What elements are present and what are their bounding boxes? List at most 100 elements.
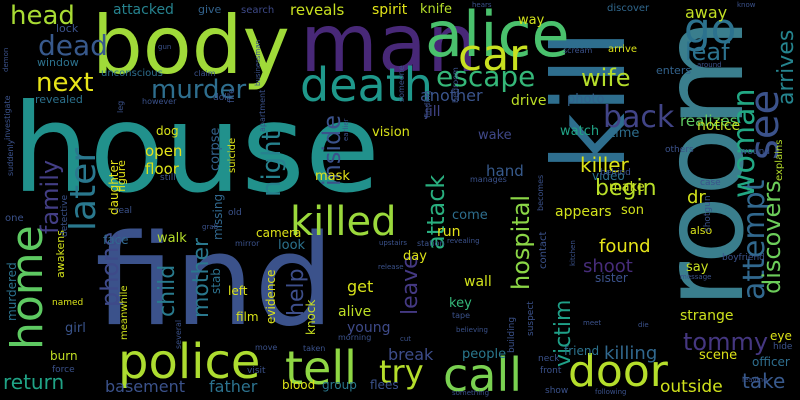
word-back: back [603,100,675,135]
word-explains: explains [774,139,785,181]
word-scene: scene [699,348,738,363]
word-mask: mask [315,169,350,184]
word-die: die [638,321,649,329]
word-behind: behind [600,168,631,178]
word-another: another [420,86,483,105]
word-still: still [160,173,176,183]
word-eye: eye [770,329,792,343]
word-old: old [228,208,242,218]
word-dog: dog [156,124,179,138]
word-arrives: arrives [774,29,799,105]
word-corpse: corpse [208,127,223,171]
word-murder: murder [151,75,247,105]
word-mirror: mirror [235,239,260,248]
word-try: try [379,353,424,391]
word-photo: photo [567,92,605,107]
word-apartment: apartment [258,89,267,132]
word-case: case [700,178,721,188]
word-suspect: suspect [526,301,536,336]
word-death: death [300,58,433,112]
word-friend: friend [564,344,600,358]
word-reveals: reveals [290,1,345,19]
word-begin: begin [595,176,657,201]
word-child: child [155,264,180,317]
word-claim: claim [194,69,216,78]
word-window: window [37,56,79,69]
word-believing: believing [456,326,488,334]
word-key: key [449,296,472,311]
word-awakens: awakens [54,230,67,278]
word-businessman: businessman [254,39,262,86]
word-boyfriend: boyfriend [722,253,765,263]
word-say: say [686,260,709,275]
word-several: several [174,319,183,349]
word-camera: camera [256,226,302,240]
word-neck: neck [538,354,560,364]
word-face: face [103,233,129,247]
word-tommy: tommy [683,328,769,356]
word-station: station [417,239,445,248]
word-suicide: suicide [227,137,238,173]
word-woman: woman [727,88,762,198]
word-manages: manages [470,175,507,184]
word-walk: walk [157,231,187,246]
word-vision: vision [372,125,410,140]
word-man: man [300,0,478,90]
word-watch: watch [560,124,600,139]
word-hide: hide [773,342,793,352]
word-next: next [36,68,94,98]
word-upstairs: upstairs [379,239,408,247]
word-hospital: hospital [507,194,535,290]
word-film: film [236,310,259,324]
word-unconscious: unconscious [101,68,163,79]
word-kitchen: kitchen [569,240,577,266]
word-head: head [10,1,75,31]
word-knock: knock [304,299,318,335]
word-missing: missing [211,193,225,240]
word-jill: jill [425,104,441,120]
word-figure: figure [115,160,128,192]
word-get: get [347,277,374,296]
word-drive: drive [511,93,547,109]
word-appears: appears [555,204,612,220]
word-officer: officer [752,355,790,369]
word-later: later [63,147,104,231]
word-release: release [378,263,404,271]
word-look: look [278,238,306,253]
word-meanwhile: meanwhile [119,285,130,340]
word-realizes: realizes [680,112,738,130]
word-named: named [52,298,84,308]
word-tell: tell [285,341,357,395]
word-dead: dead [38,29,108,62]
word-leaving: leaving [742,376,768,384]
word-time: time [610,126,640,141]
word-however: however [142,97,177,106]
word-attacked: attacked [113,2,174,18]
word-body: body [92,0,290,92]
word-one: one [5,213,24,224]
word-blood: blood [282,378,316,392]
word-spirit: spirit [372,2,408,18]
word-finding: finding [423,90,432,118]
word-basement: basement [105,377,185,396]
word-shotgun: shotgun [703,195,713,232]
word-scream: scream [563,46,593,55]
word-killing: killing [604,343,658,364]
word-wife: wife [581,64,631,92]
word-father: father [209,377,258,396]
word-taken: taken [303,344,326,353]
word-house: house [12,78,380,220]
word-arrive: arrive [608,44,638,55]
word-meet: meet [583,319,602,327]
word-evidence: evidence [264,269,278,324]
word-burn: burn [50,349,78,363]
word-discover: discover [607,3,650,14]
word-find: find [95,207,335,354]
word-return: return [3,370,65,394]
word-leg: leg [116,100,125,113]
word-take: take [742,369,786,393]
word-left: left [228,284,248,298]
word-give: give [198,3,222,16]
word-way: way [518,13,545,28]
word-group: group [322,378,357,392]
